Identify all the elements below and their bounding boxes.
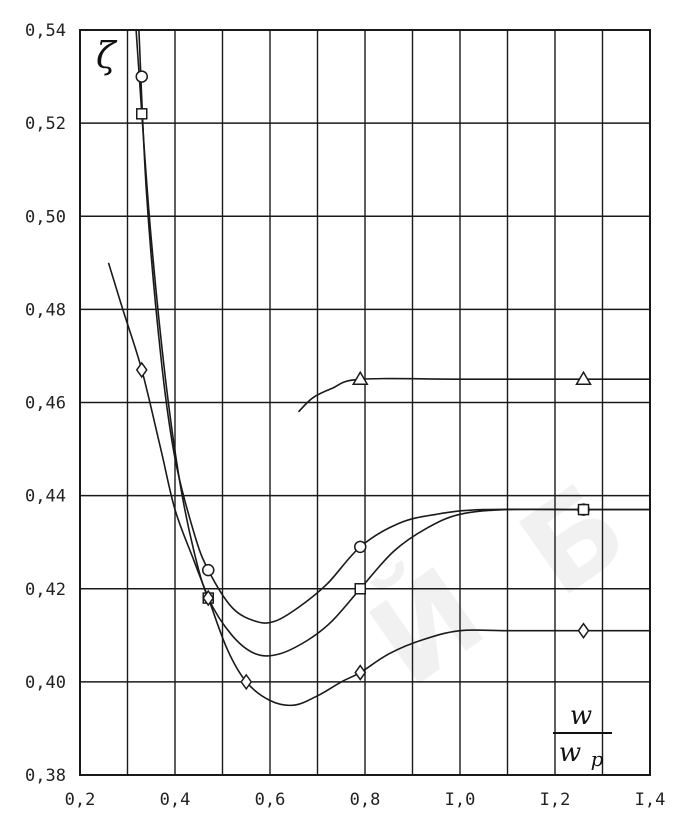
data-point-square (136, 108, 148, 120)
data-point-square (354, 583, 366, 595)
x-tick-label: I,2 (540, 790, 571, 810)
watermark-glyph: Й (346, 541, 509, 713)
y-tick-label: 0,46 (25, 394, 66, 414)
y-tick-label: 0,48 (25, 300, 66, 320)
data-point-diamond (202, 589, 215, 607)
data-point-diamond (240, 673, 253, 691)
y-tick-label: 0,50 (25, 207, 66, 227)
data-point-square (577, 503, 590, 516)
x-tick-label: 0,8 (350, 790, 381, 810)
data-point-diamond (135, 361, 148, 379)
y-axis-label: ζ (96, 36, 118, 77)
y-tick-label: 0,42 (25, 580, 66, 600)
watermark-glyph: Б (497, 457, 652, 623)
series-line-square (135, 29, 651, 657)
data-point-diamond (354, 664, 367, 681)
marker-layer (135, 70, 592, 691)
curve-layer (107, 29, 651, 707)
x-axis-label-numerator: w (570, 701, 592, 731)
data-point-triangle (351, 370, 369, 385)
data-point-circle (135, 70, 148, 83)
x-axis-label-subscript: p (591, 747, 604, 771)
x-tick-label: 0,2 (65, 790, 96, 810)
series-line-diamond (107, 262, 650, 707)
y-tick-label: 0,54 (25, 21, 66, 41)
data-point-circle (202, 563, 215, 577)
x-axis-label: w w p (553, 701, 612, 771)
tick-layer: 0,2 0,4 0,6 0,8 I,0 I,2 I,4 0,38 0,40 0,42 0,44 0,4… (25, 21, 665, 810)
x-axis-label-denominator: w (559, 738, 581, 768)
data-point-triangle (575, 370, 592, 385)
data-point-diamond (577, 622, 590, 639)
x-tick-label: I,4 (635, 790, 666, 810)
y-tick-label: 0,40 (25, 673, 66, 693)
x-tick-label: I,0 (445, 790, 476, 810)
series-line-circle (138, 29, 651, 624)
series-line-triangle (297, 377, 650, 413)
x-tick-label: 0,4 (160, 790, 191, 810)
y-tick-label: 0,38 (25, 766, 66, 786)
data-point-circle (354, 540, 367, 554)
x-tick-label: 0,6 (255, 790, 286, 810)
y-tick-label: 0,44 (25, 487, 66, 507)
y-tick-label: 0,52 (25, 114, 66, 134)
